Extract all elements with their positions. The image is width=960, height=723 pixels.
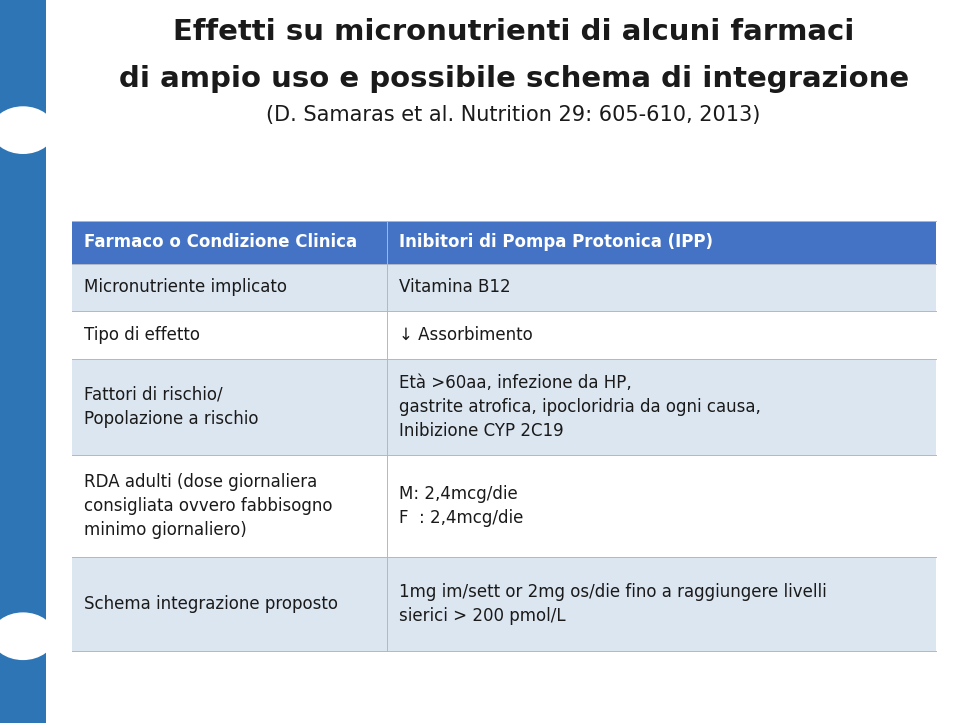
Text: M: 2,4mcg/die
F  : 2,4mcg/die: M: 2,4mcg/die F : 2,4mcg/die xyxy=(399,485,523,527)
Bar xyxy=(72,312,388,359)
Bar xyxy=(388,557,936,651)
Bar xyxy=(0,0,46,723)
Bar xyxy=(388,312,936,359)
Bar xyxy=(72,359,388,455)
Text: Vitamina B12: Vitamina B12 xyxy=(399,278,511,296)
Circle shape xyxy=(0,612,55,660)
Text: Inibitori di Pompa Protonica (IPP): Inibitori di Pompa Protonica (IPP) xyxy=(399,233,713,251)
Text: 1mg im/sett or 2mg os/die fino a raggiungere livelli
sierici > 200 pmol/L: 1mg im/sett or 2mg os/die fino a raggiun… xyxy=(399,583,827,625)
Text: Fattori di rischio/
Popolazione a rischio: Fattori di rischio/ Popolazione a rischi… xyxy=(84,386,258,428)
Bar xyxy=(388,221,936,264)
Text: Effetti su micronutrienti di alcuni farmaci: Effetti su micronutrienti di alcuni farm… xyxy=(173,18,854,46)
Text: Età >60aa, infezione da HP,
gastrite atrofica, ipocloridria da ogni causa,
Inibi: Età >60aa, infezione da HP, gastrite atr… xyxy=(399,374,760,440)
Bar xyxy=(72,221,388,264)
Text: Schema integrazione proposto: Schema integrazione proposto xyxy=(84,595,338,613)
Circle shape xyxy=(0,106,55,154)
Bar xyxy=(388,263,936,312)
Text: di ampio uso e possibile schema di integrazione: di ampio uso e possibile schema di integ… xyxy=(118,65,909,93)
Text: Farmaco o Condizione Clinica: Farmaco o Condizione Clinica xyxy=(84,233,357,251)
Text: (D. Samaras et al. Nutrition 29: 605-610, 2013): (D. Samaras et al. Nutrition 29: 605-610… xyxy=(267,105,760,125)
Bar xyxy=(72,557,388,651)
Text: Tipo di effetto: Tipo di effetto xyxy=(84,326,200,344)
Bar xyxy=(72,455,388,557)
Bar xyxy=(388,359,936,455)
Text: RDA adulti (dose giornaliera
consigliata ovvero fabbisogno
minimo giornaliero): RDA adulti (dose giornaliera consigliata… xyxy=(84,473,332,539)
Bar xyxy=(388,455,936,557)
Bar xyxy=(72,263,388,312)
Text: ↓ Assorbimento: ↓ Assorbimento xyxy=(399,326,533,344)
Text: Micronutriente implicato: Micronutriente implicato xyxy=(84,278,286,296)
